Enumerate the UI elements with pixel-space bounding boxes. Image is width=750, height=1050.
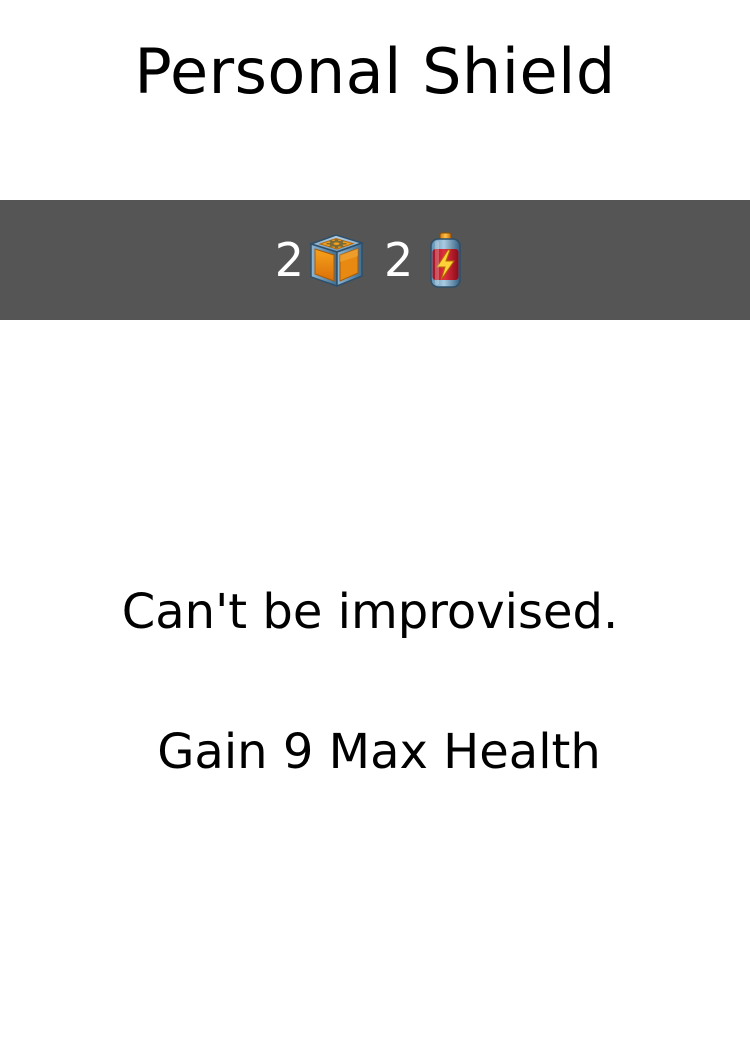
card-effect: Gain 9 Max Health [157, 724, 601, 780]
cost-energy-amount: 2 [384, 233, 414, 287]
battery-icon [430, 232, 462, 288]
cost-bar: 2 [0, 200, 750, 320]
cost-parts: 2 [275, 230, 366, 290]
card-note: Can't be improvised. [121, 584, 619, 640]
parts-crate-icon [308, 234, 365, 288]
card-title: Personal Shield [134, 35, 616, 108]
cost-energy: 2 [384, 230, 475, 290]
cost-parts-amount: 2 [274, 233, 304, 287]
